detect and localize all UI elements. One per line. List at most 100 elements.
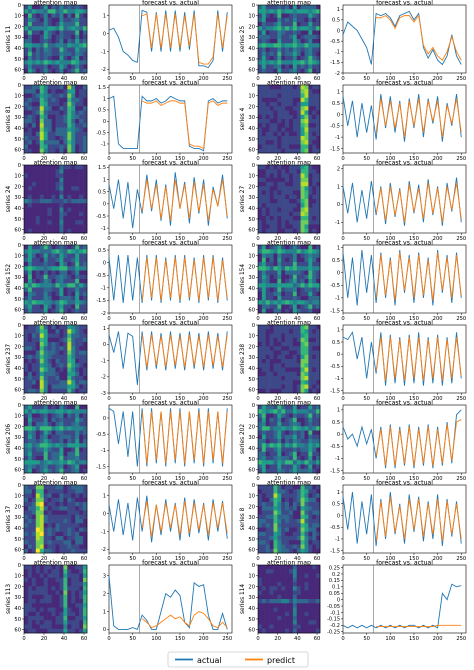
heatmap-cell: [265, 599, 270, 604]
heatmap-cell: [296, 186, 301, 191]
heatmap-cell: [47, 628, 52, 634]
heatmap-cell: [59, 354, 64, 360]
heatmap-cell: [277, 443, 282, 448]
heatmap-cell: [75, 616, 80, 621]
y-tick-label: 1: [337, 90, 340, 96]
y-tick-label: 10: [248, 94, 255, 100]
heatmap-cell: [47, 384, 52, 390]
heatmap-cell: [24, 148, 29, 154]
heatmap-cell: [67, 456, 72, 461]
heatmap-cell: [277, 5, 282, 10]
heatmap-cell: [265, 106, 270, 111]
heatmap-cell: [316, 207, 321, 213]
heatmap-cell: [35, 489, 41, 494]
heatmap-cell: [71, 582, 76, 587]
heatmap-cell: [39, 270, 44, 276]
heatmap-cell: [51, 590, 56, 596]
heatmap-cell: [273, 51, 278, 57]
heatmap-cell: [289, 426, 294, 431]
panel-title: forecast vs. actual: [376, 400, 433, 407]
heatmap-cell: [300, 257, 305, 263]
heatmap-cell: [75, 502, 80, 507]
heatmap-cell: [285, 245, 290, 250]
heatmap-cell: [51, 439, 56, 444]
heatmap-cell: [292, 417, 298, 423]
heatmap-cell: [35, 426, 41, 431]
heatmap-cell: [273, 114, 278, 120]
heatmap-cell: [35, 22, 41, 27]
y-tick-label: 0: [103, 627, 106, 633]
heatmap-cell: [277, 590, 282, 596]
heatmap-cell: [261, 26, 267, 31]
heatmap-cell: [63, 220, 68, 225]
heatmap-cell: [296, 409, 301, 414]
heatmap-cell: [35, 304, 41, 310]
heatmap-cell: [292, 249, 298, 254]
heatmap-cell: [316, 47, 321, 53]
heatmap-cell: [51, 216, 56, 221]
heatmap-cell: [316, 527, 321, 533]
heatmap-cell: [71, 270, 76, 276]
heatmap-cell: [300, 17, 305, 23]
heatmap-cell: [304, 510, 309, 516]
heatmap-cell: [292, 464, 298, 470]
heatmap-cell: [258, 359, 263, 364]
heatmap-cell: [79, 514, 84, 520]
x-tick-label: 0: [22, 316, 25, 322]
heatmap-cell: [31, 22, 37, 27]
heatmap-cell: [39, 136, 44, 141]
heatmap-cell: [277, 68, 282, 74]
heatmap-cell: [312, 443, 317, 448]
heatmap-cell: [269, 34, 274, 40]
heatmap-cell: [35, 64, 41, 70]
heatmap-cell: [79, 283, 84, 288]
heatmap-cell: [281, 39, 286, 44]
heatmap-cell: [300, 586, 305, 591]
heatmap-cell: [59, 426, 64, 431]
heatmap-cell: [308, 354, 313, 360]
y-tick-label: 10: [14, 494, 21, 500]
heatmap-cell: [63, 510, 68, 516]
heatmap-cell: [83, 93, 88, 99]
heatmap-cell: [285, 30, 290, 36]
heatmap-cell: [27, 17, 33, 23]
heatmap-cell: [75, 207, 80, 213]
heatmap-cell: [75, 9, 80, 14]
series-line-actual: [108, 575, 228, 631]
heatmap-cell: [269, 544, 274, 550]
heatmap-cell: [277, 300, 282, 305]
heatmap-cell: [55, 266, 60, 271]
heatmap-cell: [277, 409, 282, 414]
y-tick-label: 60: [14, 68, 21, 74]
heatmap-cell: [31, 363, 37, 368]
heatmap-cell: [51, 5, 56, 10]
heatmap-cell: [304, 291, 309, 297]
heatmap-cell: [39, 519, 44, 524]
heatmap-cell: [269, 607, 274, 613]
y-tick-label: 0: [103, 260, 106, 266]
heatmap-cell: [296, 9, 301, 14]
heatmap-cell: [27, 628, 33, 634]
heatmap-cell: [285, 527, 290, 533]
heatmap-cell: [304, 577, 309, 583]
heatmap-cell: [277, 376, 282, 381]
heatmap-cell: [43, 93, 48, 99]
heatmap-cell: [75, 405, 80, 410]
heatmap-cell: [308, 363, 313, 368]
y-tick-label: -1: [335, 456, 340, 462]
heatmap-cell: [51, 119, 56, 124]
heatmap-cell: [281, 51, 286, 57]
heatmap-cell: [67, 354, 72, 360]
heatmap-cell: [67, 39, 72, 44]
heatmap-cell: [31, 325, 37, 330]
heatmap-cell: [35, 114, 41, 120]
series-label: series 152: [6, 264, 12, 294]
heatmap-cell: [300, 93, 305, 99]
heatmap-cell: [300, 548, 305, 554]
heatmap-cell: [75, 367, 80, 373]
heatmap-cell: [79, 173, 84, 179]
heatmap-cell: [308, 266, 313, 271]
heatmap-cell: [261, 346, 267, 351]
heatmap-cell: [83, 89, 88, 94]
heatmap-cell: [31, 39, 37, 44]
